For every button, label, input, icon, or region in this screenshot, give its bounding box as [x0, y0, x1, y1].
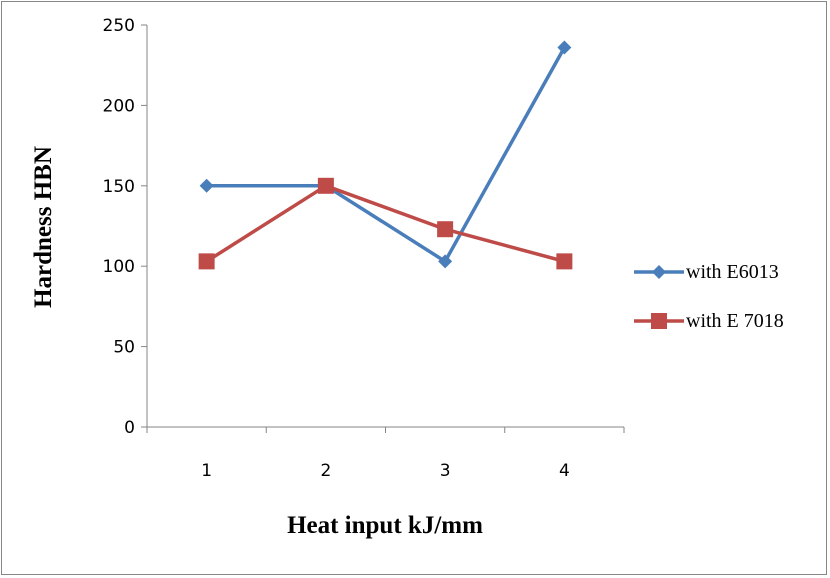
y-tick-label: 0: [124, 418, 135, 438]
legend-label: with E6013: [686, 261, 779, 283]
y-tick-label: 50: [113, 338, 135, 358]
legend-label: with E 7018: [686, 310, 784, 332]
x-tick-label: 4: [559, 461, 570, 481]
data-point: [317, 177, 334, 194]
y-tick-label: 150: [103, 177, 135, 197]
data-point: [198, 253, 215, 270]
y-axis-title: Hardness HBN: [30, 146, 57, 308]
series-layer: [198, 40, 573, 270]
series-1: [199, 40, 572, 269]
data-point: [438, 254, 453, 269]
data-point: [437, 221, 454, 238]
y-tick-label: 200: [103, 96, 135, 116]
data-point: [199, 178, 214, 193]
x-tick-label: 2: [320, 461, 331, 481]
legend-item: with E 7018: [634, 310, 784, 332]
y-tick-label: 250: [103, 16, 135, 36]
legend-swatch-marker: [651, 313, 667, 329]
series-2: [198, 177, 573, 270]
data-point: [557, 40, 572, 55]
series-line: [205, 184, 565, 264]
legend-item: with E6013: [634, 261, 779, 283]
x-tick-label: 1: [201, 461, 212, 481]
x-axis-title: Heat input kJ/mm: [287, 512, 483, 539]
legend-swatch-marker: [652, 265, 666, 279]
legend: with E6013 with E 7018: [634, 261, 784, 332]
y-tick-label: 100: [103, 257, 135, 277]
x-tick-label: 3: [440, 461, 451, 481]
series-line: [206, 46, 566, 264]
data-point: [556, 253, 573, 270]
axes: 0 50 100 150 200 250 1 2 3 4: [103, 16, 625, 481]
